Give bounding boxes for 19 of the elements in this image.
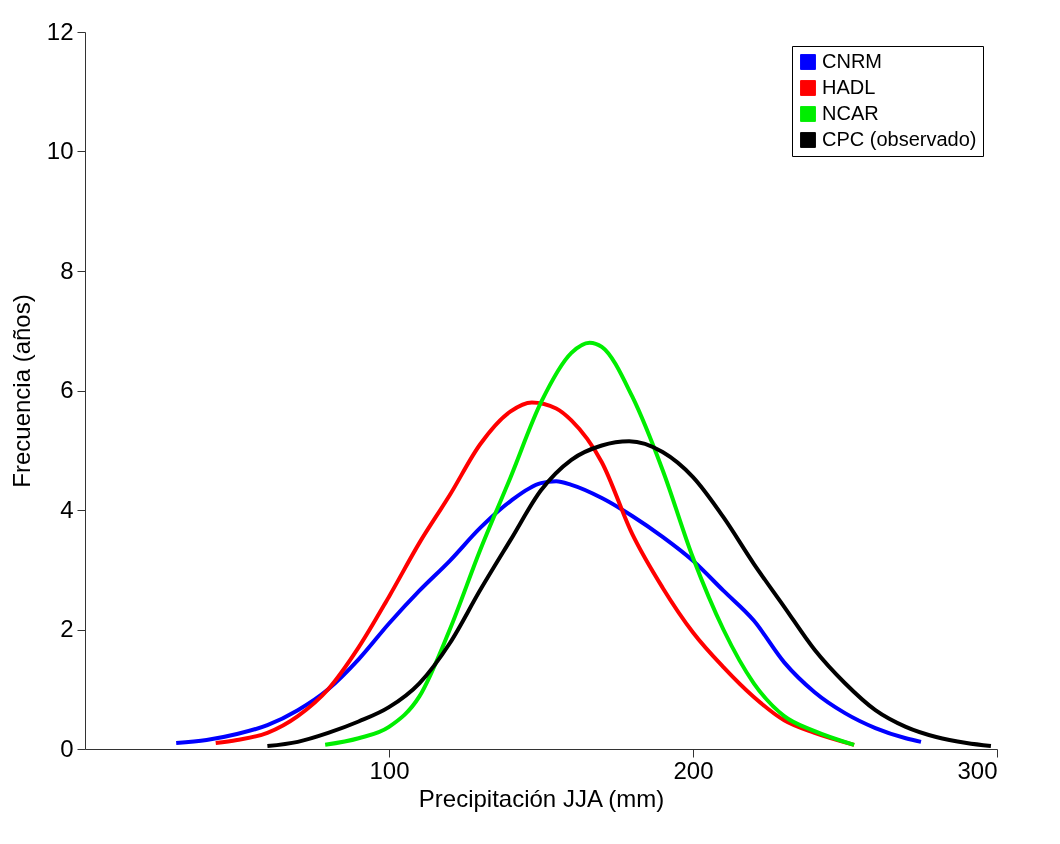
y-tick-label: 10 <box>46 137 74 164</box>
line-series <box>174 479 923 746</box>
y-axis-title: Frecuencia (años) <box>7 294 35 488</box>
y-tick-label: 4 <box>60 495 74 523</box>
x-tick-label: 200 <box>673 756 714 784</box>
x-axis-title: Precipitación JJA (mm) <box>418 784 665 812</box>
legend-label: NCAR <box>822 102 879 124</box>
legend-label: CNRM <box>822 50 882 72</box>
legend-label: CPC (observado) <box>822 128 977 150</box>
y-tick-label: 6 <box>60 376 74 403</box>
y-tick-label: 8 <box>60 256 74 284</box>
y-tick-label: 0 <box>60 734 74 762</box>
legend-label: HADL <box>822 76 876 98</box>
y-tick-label: 12 <box>46 17 74 45</box>
line-series <box>265 439 993 749</box>
x-tick-label: 100 <box>369 756 410 784</box>
y-tick-label: 2 <box>60 615 74 642</box>
line-series <box>323 340 857 747</box>
x-tick-label: 300 <box>957 756 998 784</box>
